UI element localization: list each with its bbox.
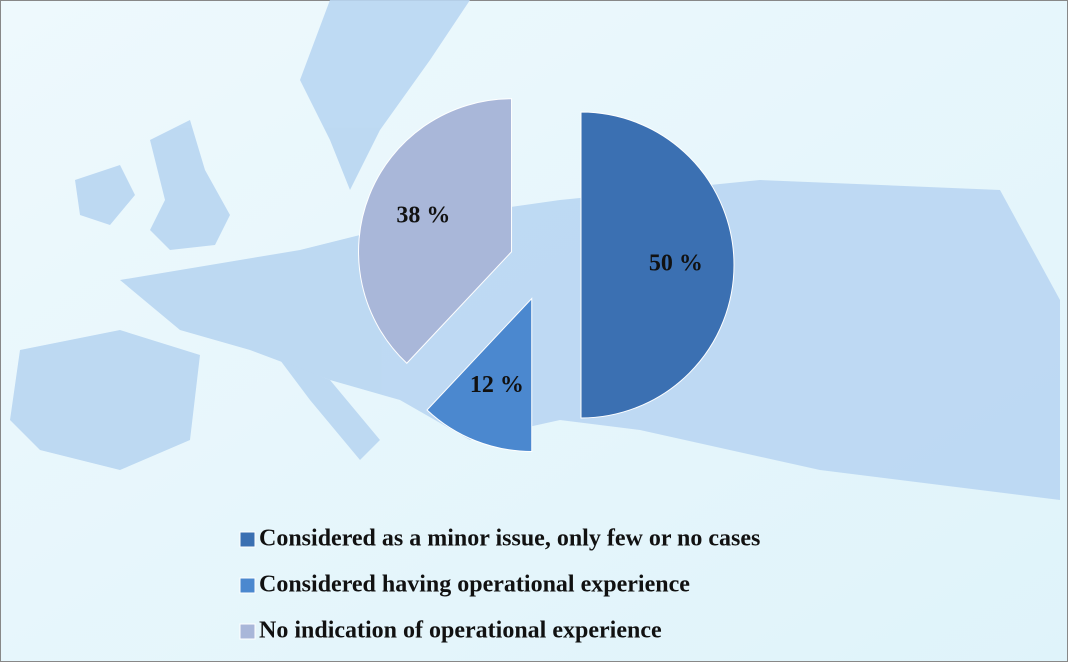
legend-label: Considered as a minor issue, only few or…	[259, 526, 760, 552]
data-label: 38 %	[396, 202, 450, 228]
data-label: 50 %	[649, 251, 703, 277]
legend-label: Considered having operational experience	[259, 572, 690, 598]
pie: 50 % 12 % 38 %	[358, 98, 735, 452]
pie-slice	[580, 111, 735, 419]
legend: Considered as a minor issue, only few or…	[239, 526, 760, 644]
pie-slice	[426, 297, 533, 452]
legend-swatch	[239, 623, 256, 640]
pie-slice	[358, 98, 513, 364]
legend-label: No indication of operational experience	[259, 618, 662, 644]
legend-swatch	[239, 531, 256, 548]
data-label: 12 %	[470, 372, 524, 398]
legend-swatch	[239, 577, 256, 594]
